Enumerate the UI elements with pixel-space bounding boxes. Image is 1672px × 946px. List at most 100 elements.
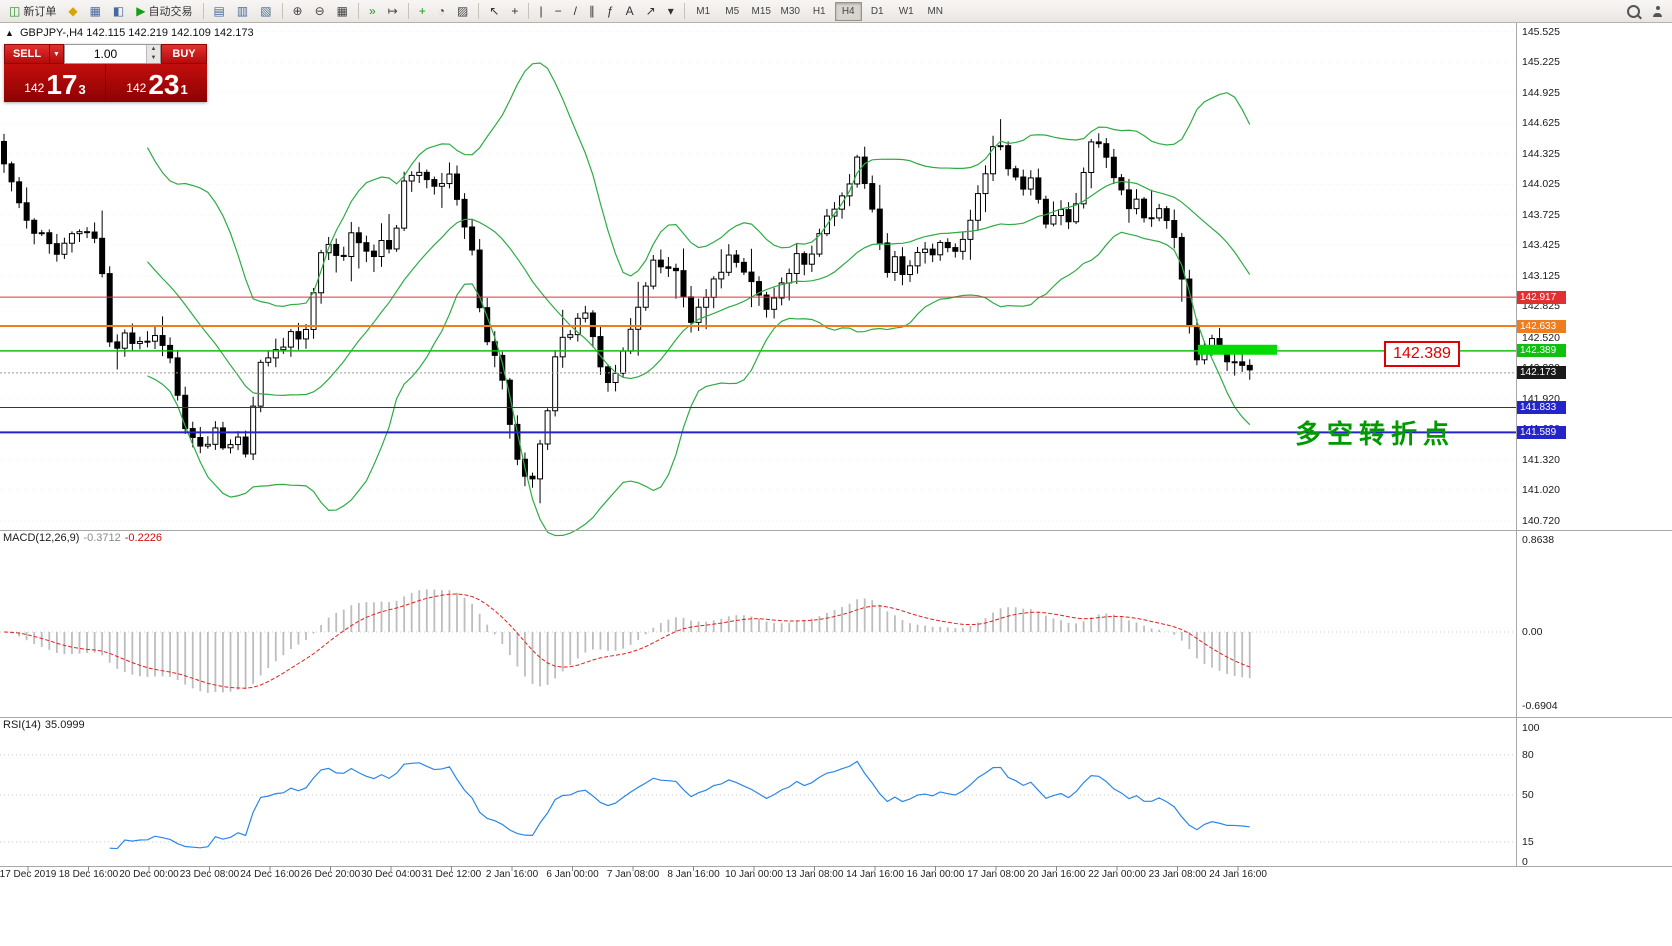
buy-price-display[interactable]: 142 23 1 — [105, 64, 207, 102]
data-window-button[interactable]: ◧ — [108, 2, 129, 21]
price-axis-label: 140.720 — [1522, 514, 1560, 527]
bollinger-middle-band — [146, 180, 1251, 396]
sell-price-display[interactable]: 142 17 3 — [4, 64, 105, 102]
terminal-button[interactable]: ▤ — [209, 2, 230, 21]
price-axis-label: 144.325 — [1522, 147, 1560, 160]
price-axis-label: 141.320 — [1522, 453, 1560, 466]
symbol-name: GBPJPY-,H4 — [19, 27, 84, 39]
buy-button[interactable]: BUY — [161, 44, 207, 64]
trendline-button[interactable]: / — [569, 2, 582, 21]
rsi-axis-label: 15 — [1522, 835, 1534, 848]
one-click-trade-widget: SELL ▼ ▲ ▼ BUY 142 17 3 142 23 1 — [4, 44, 207, 102]
channel-button[interactable]: ∥ — [584, 2, 600, 21]
rsi-name: RSI(14) — [3, 719, 41, 731]
search-button[interactable] — [1622, 2, 1645, 21]
templates-icon: ▨ — [457, 4, 469, 18]
zoom-out-button[interactable]: ⊖ — [310, 2, 330, 21]
new-order-button-label: 新订单 — [23, 6, 57, 18]
timeframe-d1[interactable]: D1 — [864, 2, 891, 21]
arrows-button[interactable]: ↗ — [641, 2, 661, 21]
timeframe-m30[interactable]: M30 — [777, 2, 804, 21]
text-icon: A — [625, 4, 634, 18]
vertical-line-button[interactable]: | — [534, 2, 547, 21]
zoom-out-icon: ⊖ — [314, 4, 325, 18]
crosshair-button[interactable]: + — [506, 2, 523, 21]
rsi-axis[interactable]: 100 80 50 15 0 — [1516, 0, 1672, 946]
toolbar-separator — [358, 3, 359, 19]
toolbar-separator — [478, 3, 480, 19]
volume-down-button[interactable]: ▼ — [147, 54, 160, 63]
macd-axis[interactable]: 0.8638 0.00 -0.6904 — [1516, 0, 1672, 946]
community-button[interactable] — [1647, 2, 1668, 21]
macd-indicator-label: MACD(12,26,9) -0.3712 -0.2226 — [3, 532, 162, 544]
profiles-button[interactable]: ◆ — [63, 2, 82, 21]
crosshair-icon: + — [511, 4, 519, 18]
indicators-button[interactable]: + — [414, 2, 431, 21]
templates-button[interactable]: ▨ — [452, 2, 473, 21]
macd-name: MACD(12,26,9) — [3, 532, 80, 544]
periods-button[interactable]: ◔ — [433, 2, 450, 21]
buy-price-pips: 23 — [148, 69, 180, 100]
periods-icon: ◔ — [437, 4, 446, 18]
tile-windows-button[interactable]: ▦ — [332, 2, 353, 21]
cursor-button[interactable]: ↖ — [484, 2, 504, 21]
sell-button[interactable]: SELL — [4, 44, 50, 64]
new-chart-button[interactable]: ▧ — [255, 2, 276, 21]
strategy-tester-button[interactable]: ▥ — [232, 2, 253, 21]
timeframe-w1[interactable]: W1 — [893, 2, 920, 21]
play-icon: ▶ — [136, 4, 146, 18]
autotrading-button-label: 自动交易 — [148, 6, 193, 18]
volume-up-button[interactable]: ▲ — [147, 45, 160, 54]
bollinger-upper-band — [146, 62, 1251, 307]
macd-axis-label: -0.6904 — [1522, 699, 1558, 712]
market-watch-button[interactable]: ▦ — [85, 2, 106, 21]
price-axis-label: 142.520 — [1522, 331, 1560, 344]
price-axis-label: 145.525 — [1522, 25, 1560, 38]
chart-shift-icon: ↦ — [387, 4, 398, 18]
timeframe-mn[interactable]: MN — [922, 2, 949, 21]
rsi-axis-label: 50 — [1522, 789, 1534, 801]
fibonacci-button[interactable]: ƒ — [602, 2, 619, 21]
timeframe-h1[interactable]: H1 — [806, 2, 833, 21]
timeframe-m15[interactable]: M15 — [748, 2, 775, 21]
auto-scroll-button[interactable]: » — [364, 2, 381, 21]
toolbar-right-icons — [1621, 0, 1669, 22]
zoom-in-button[interactable]: ⊕ — [288, 2, 308, 21]
rsi-value: 35.0999 — [44, 719, 85, 731]
toolbar-separator — [528, 3, 530, 19]
text-button[interactable]: A — [621, 2, 639, 21]
tile-windows-icon: ▦ — [336, 4, 348, 18]
price-axis-label: 143.425 — [1522, 239, 1560, 252]
support-zone-rect[interactable] — [1198, 344, 1277, 355]
channel-icon: ∥ — [588, 4, 595, 18]
candlesticks[interactable] — [1, 119, 1253, 504]
buy-price-big: 142 — [126, 81, 147, 95]
zoom-in-icon: ⊕ — [292, 4, 303, 18]
price-axis-label: 143.125 — [1522, 269, 1560, 282]
macd-axis-label: 0.8638 — [1522, 533, 1555, 546]
new-order-button[interactable]: ◫ 新订单 — [4, 2, 61, 21]
turning-point-annotation[interactable]: 多空转折点 — [1295, 420, 1456, 450]
autotrading-button[interactable]: ▶ 自动交易 — [131, 2, 197, 21]
chart-ohlc-header: ▲ GBPJPY-,H4 142.115 142.219 142.109 142… — [5, 27, 254, 39]
toolbar-buttons: ◫ 新订单 ◆ ▦ ◧ ▶ 自动交易 ▤ ▥ ▧ ⊕ ⊖ ▦ » ↦ + ◔ ▨ ↖ + | − / ∥ ƒ A ↗ ▾ — [3, 0, 689, 22]
sell-dropdown-button[interactable]: ▼ — [50, 44, 64, 64]
bollinger-lower-band — [147, 231, 1251, 537]
indicators-plus-icon: + — [418, 4, 426, 18]
volume-input[interactable] — [65, 45, 146, 63]
tester-icon: ▥ — [236, 4, 249, 18]
macd-signal-value: -0.2226 — [124, 532, 163, 544]
timeframe-m1[interactable]: M1 — [690, 2, 717, 21]
auto-scroll-icon: » — [369, 4, 376, 18]
horizontal-line-button[interactable]: − — [550, 2, 567, 21]
price-annotation-box[interactable]: 142.389 — [1384, 341, 1460, 367]
timeframe-h4[interactable]: H4 — [834, 1, 862, 21]
macd-signal-line — [3, 593, 1250, 689]
arrows-more-button[interactable]: ▾ — [663, 2, 679, 21]
arrow-icon: ↗ — [645, 4, 656, 18]
trend-arrow-icon: ▲ — [5, 28, 14, 38]
candlestick-chart-icon: ◫ — [9, 4, 21, 18]
timeframe-m5[interactable]: M5 — [719, 2, 746, 21]
chart-shift-button[interactable]: ↦ — [383, 2, 403, 21]
